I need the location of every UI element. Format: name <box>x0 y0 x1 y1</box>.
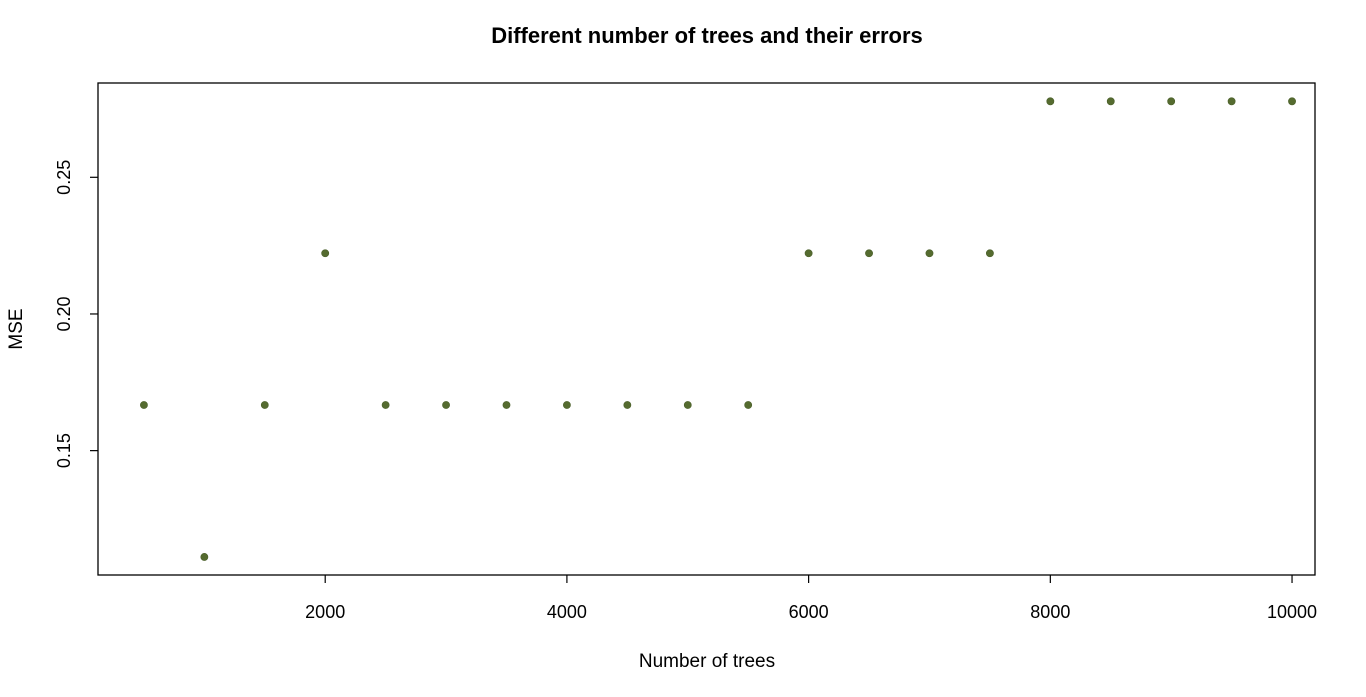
x-tick-label: 2000 <box>305 602 345 622</box>
data-point <box>502 401 511 409</box>
x-axis: 2000 4000 6000 8000 10000 <box>305 575 1317 622</box>
data-point <box>381 401 390 409</box>
data-point <box>744 401 753 409</box>
x-tick-label: 6000 <box>789 602 829 622</box>
data-point <box>442 401 450 409</box>
y-axis-label: MSE <box>6 308 27 349</box>
data-point <box>925 249 934 258</box>
x-tick-label: 4000 <box>547 602 587 622</box>
plot-frame <box>97 82 1316 576</box>
y-tick-label: 0.15 <box>54 433 74 468</box>
data-point <box>200 553 209 561</box>
x-tick-label: 8000 <box>1030 602 1070 622</box>
y-tick-label: 0.20 <box>54 296 74 331</box>
data-point <box>683 401 692 409</box>
data-point <box>623 401 632 409</box>
x-tick-label: 10000 <box>1267 602 1317 622</box>
data-point <box>321 249 330 258</box>
data-point <box>140 401 148 409</box>
y-tick-label: 0.25 <box>54 160 74 195</box>
chart-title: Different number of trees and their erro… <box>491 23 923 48</box>
data-point <box>1227 97 1236 106</box>
data-points <box>140 97 1296 561</box>
y-axis: 0.15 0.20 0.25 <box>54 160 98 468</box>
data-point <box>1167 97 1176 106</box>
x-axis-label: Number of trees <box>639 651 775 672</box>
data-point <box>260 401 269 409</box>
data-point <box>1288 97 1296 106</box>
data-point <box>563 401 571 409</box>
data-point <box>1046 97 1055 106</box>
data-point <box>1106 97 1115 106</box>
data-point <box>986 249 994 258</box>
data-point <box>804 249 813 258</box>
data-point <box>865 249 873 258</box>
